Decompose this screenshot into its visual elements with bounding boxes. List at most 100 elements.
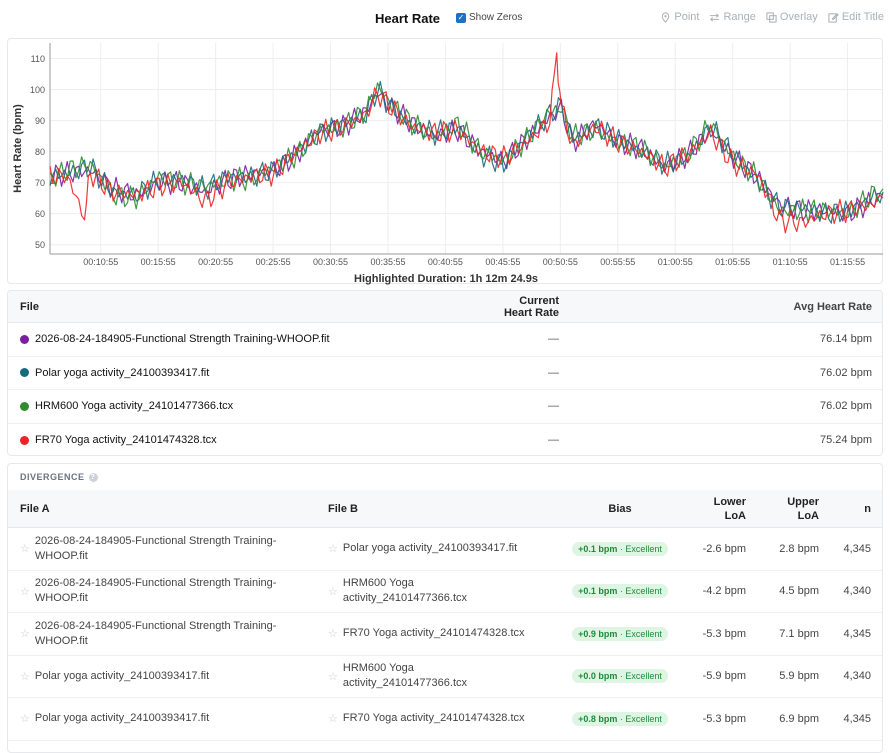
bias-column-header: Bias [608, 502, 632, 515]
bias-rating: · Excellent [619, 713, 662, 724]
divergence-title-text: DIVERGENCE [20, 472, 85, 482]
file-b-cell: ☆ FR70 Yoga activity_24101474328.tcx [328, 711, 560, 726]
lower-loa-value: -4.2 bpm [702, 585, 746, 598]
heart-rate-chart-panel: 50 60 70 80 90 100 110 00:10:55 00:15:55 00:20:55… [7, 38, 884, 285]
star-icon[interactable]: ☆ [20, 585, 30, 598]
file-b-line2: activity_24101477366.tcx [342, 677, 468, 690]
file-row[interactable]: Polar yoga activity_24100393417.fit — 76.0… [8, 357, 882, 390]
star-icon[interactable]: ☆ [328, 585, 338, 598]
show-zeros-label: Show Zeros [469, 12, 523, 23]
bias-cell: +0.8 bpm · Excellent [560, 711, 680, 726]
avg-hr-value: 75.24 bpm [820, 434, 872, 447]
file-a-line1: 2026-08-24-184905-Functional Strength Tr… [34, 534, 277, 547]
y-tick-label: 50 [35, 240, 45, 250]
point-label: Point [674, 11, 700, 23]
n-value: 4,345 [843, 712, 871, 725]
y-tick-label: 90 [35, 116, 45, 126]
series-color-dot [20, 368, 29, 378]
file-b-name: FR70 Yoga activity_24101474328.tcx [343, 711, 525, 726]
star-icon[interactable]: ☆ [20, 543, 30, 556]
star-icon[interactable]: ☆ [328, 670, 338, 683]
divergence-title: DIVERGENCE ? [8, 464, 882, 490]
file-a-cell: ☆ Polar yoga activity_24100393417.fit [8, 669, 328, 684]
bias-rating: · Excellent [619, 586, 662, 597]
avg-hr-column-header: Avg Heart Rate [793, 300, 872, 313]
series-line [49, 82, 884, 224]
file-name: HRM600 Yoga activity_24101477366.tcx [35, 400, 234, 413]
heart-rate-chart[interactable]: 50 60 70 80 90 100 110 00:10:55 00:15:55 00:20:55… [8, 39, 884, 267]
file-table-header: File Current Heart Rate Avg Heart Rate [8, 291, 882, 323]
file-row[interactable]: 2026-08-24-184905-Functional Strength Tr… [8, 323, 882, 357]
star-icon[interactable]: ☆ [20, 713, 30, 726]
current-hr-column-header: Current Heart Rate [503, 294, 559, 319]
file-name: FR70 Yoga activity_24101474328.tcx [35, 434, 217, 447]
divergence-row: ☆HRM600 Yoga activity_24101477366.tcx☆FR… [8, 741, 882, 753]
point-button[interactable]: Point [660, 11, 699, 23]
upper-loa-value: 7.1 bpm [779, 627, 819, 640]
upper-loa-column-header: Upper LoA [746, 495, 819, 523]
y-tick-label: 110 [31, 54, 45, 64]
chart-header: Heart Rate ✓ Show Zeros Point Range Over… [0, 0, 890, 38]
file-a-line1: Polar yoga activity_24100393417.fit [34, 712, 210, 725]
file-a-line1: 2026-08-24-184905-Functional Strength Tr… [34, 619, 277, 632]
x-tick-label: 00:25:55 [256, 257, 291, 267]
file-a-name: 2026-08-24-184905-Functional Strength Tr… [35, 576, 277, 606]
bias-badge: +0.9 bpm · Excellent [572, 626, 668, 641]
lower-loa-value: -5.3 bpm [702, 712, 746, 725]
file-name-cell: Polar yoga activity_24100393417.fit [8, 367, 502, 379]
star-icon[interactable]: ☆ [20, 628, 30, 641]
file-b-name: FR70 Yoga activity_24101474328.tcx [343, 626, 525, 641]
series-color-dot [20, 401, 29, 411]
n-value: 4,340 [843, 585, 871, 598]
x-tick-label: 00:55:55 [600, 257, 635, 267]
file-row[interactable]: FR70 Yoga activity_24101474328.tcx — 75.24… [8, 424, 882, 456]
divergence-row: ☆ 2026-08-24-184905-Functional Strength T… [8, 571, 882, 613]
file-name-cell: 2026-08-24-184905-Functional Strength Tr… [8, 333, 502, 345]
current-hr-value: — [548, 333, 559, 346]
file-column-header: File [20, 300, 39, 313]
bias-value: +0.1 bpm [578, 586, 618, 597]
bias-value: +0.0 bpm [578, 671, 618, 682]
edit-title-button[interactable]: Edit Title [828, 11, 884, 23]
lower-loa-column-header: Lower LoA [680, 495, 746, 523]
lower-loa-value: -5.3 bpm [702, 627, 746, 640]
star-icon[interactable]: ☆ [328, 628, 338, 641]
x-tick-label: 00:50:55 [543, 257, 578, 267]
checkbox-checked-icon[interactable]: ✓ [456, 12, 466, 23]
upper-loa-value: 4.5 bpm [779, 585, 819, 598]
show-zeros-toggle[interactable]: ✓ Show Zeros [456, 12, 522, 23]
x-tick-label: 00:15:55 [141, 257, 176, 267]
file-b-line2: activity_24101477366.tcx [342, 592, 468, 605]
file-a-column-header: File A [20, 502, 50, 515]
file-row[interactable]: HRM600 Yoga activity_24101477366.tcx — 76.… [8, 390, 882, 424]
x-tick-label: 01:15:55 [830, 257, 865, 267]
star-icon[interactable]: ☆ [20, 670, 30, 683]
file-name: 2026-08-24-184905-Functional Strength Tr… [35, 333, 330, 346]
star-icon[interactable]: ☆ [328, 713, 338, 726]
lower-loa-value: -5.9 bpm [702, 670, 746, 683]
current-hr-value: — [548, 434, 559, 447]
range-button[interactable]: Range [709, 11, 756, 23]
y-tick-label: 80 [35, 147, 45, 157]
x-tick-label: 01:05:55 [715, 257, 750, 267]
file-a-cell: ☆ 2026-08-24-184905-Functional Strength T… [8, 619, 328, 649]
file-b-column-header: File B [328, 502, 358, 515]
edit-title-label: Edit Title [841, 11, 884, 23]
file-b-line1: Polar yoga activity_24100393417.fit [342, 542, 518, 555]
x-tick-label: 00:40:55 [428, 257, 463, 267]
divergence-row: ☆ 2026-08-24-184905-Functional Strength T… [8, 528, 882, 571]
file-a-cell: ☆ 2026-08-24-184905-Functional Strength T… [8, 534, 328, 564]
chart-title: Heart Rate [375, 11, 441, 26]
series-line [49, 80, 884, 224]
file-b-name: HRM600 Yoga activity_24101477366.tcx [343, 576, 467, 606]
divergence-panel: DIVERGENCE ? File A File B Bias Lower Lo… [7, 463, 883, 753]
bias-cell: +0.1 bpm · Excellent [560, 584, 680, 599]
star-icon[interactable]: ☆ [328, 543, 338, 556]
y-tick-label: 70 [35, 178, 45, 188]
file-b-line1: HRM600 Yoga [342, 577, 414, 590]
info-icon[interactable]: ? [88, 472, 98, 482]
bias-cell: +0.0 bpm · Excellent [560, 669, 680, 684]
bias-value: +0.9 bpm [578, 628, 618, 639]
file-b-cell: ☆ FR70 Yoga activity_24101474328.tcx [328, 626, 560, 641]
overlay-button[interactable]: Overlay [766, 11, 818, 23]
